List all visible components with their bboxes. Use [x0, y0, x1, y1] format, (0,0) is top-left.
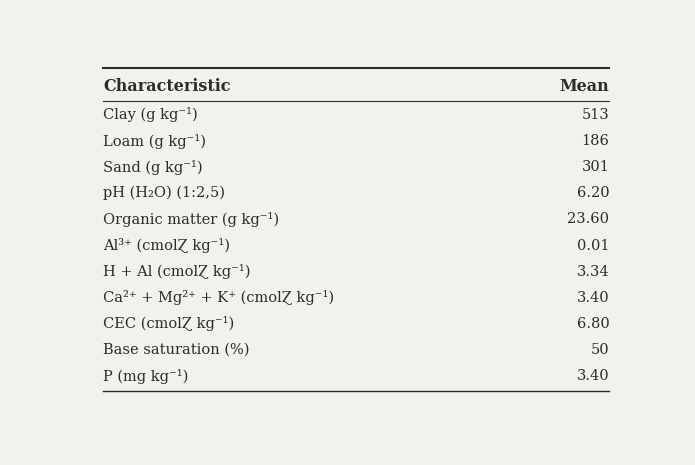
Text: 513: 513 — [582, 108, 610, 122]
Text: 3.40: 3.40 — [577, 369, 610, 383]
Text: Ca²⁺ + Mg²⁺ + K⁺ (cmolⱿ kg⁻¹): Ca²⁺ + Mg²⁺ + K⁺ (cmolⱿ kg⁻¹) — [103, 290, 334, 306]
Text: Clay (g kg⁻¹): Clay (g kg⁻¹) — [103, 107, 198, 122]
Text: Mean: Mean — [559, 78, 610, 95]
Text: CEC (cmolⱿ kg⁻¹): CEC (cmolⱿ kg⁻¹) — [103, 317, 234, 332]
Text: 186: 186 — [582, 134, 610, 148]
Text: 6.80: 6.80 — [577, 317, 610, 331]
Text: H + Al (cmolⱿ kg⁻¹): H + Al (cmolⱿ kg⁻¹) — [103, 264, 250, 279]
Text: Base saturation (%): Base saturation (%) — [103, 343, 250, 357]
Text: P (mg kg⁻¹): P (mg kg⁻¹) — [103, 369, 188, 384]
Text: Al³⁺ (cmolⱿ kg⁻¹): Al³⁺ (cmolⱿ kg⁻¹) — [103, 238, 230, 253]
Text: 3.40: 3.40 — [577, 291, 610, 305]
Text: Characteristic: Characteristic — [103, 78, 231, 95]
Text: 3.34: 3.34 — [577, 265, 610, 279]
Text: 23.60: 23.60 — [567, 213, 610, 226]
Text: 50: 50 — [591, 343, 610, 357]
Text: Organic matter (g kg⁻¹): Organic matter (g kg⁻¹) — [103, 212, 279, 227]
Text: Sand (g kg⁻¹): Sand (g kg⁻¹) — [103, 159, 203, 175]
Text: Loam (g kg⁻¹): Loam (g kg⁻¹) — [103, 133, 206, 148]
Text: 301: 301 — [582, 160, 610, 174]
Text: 0.01: 0.01 — [577, 239, 610, 252]
Text: pH (H₂O) (1:2,5): pH (H₂O) (1:2,5) — [103, 186, 225, 200]
Text: 6.20: 6.20 — [577, 186, 610, 200]
